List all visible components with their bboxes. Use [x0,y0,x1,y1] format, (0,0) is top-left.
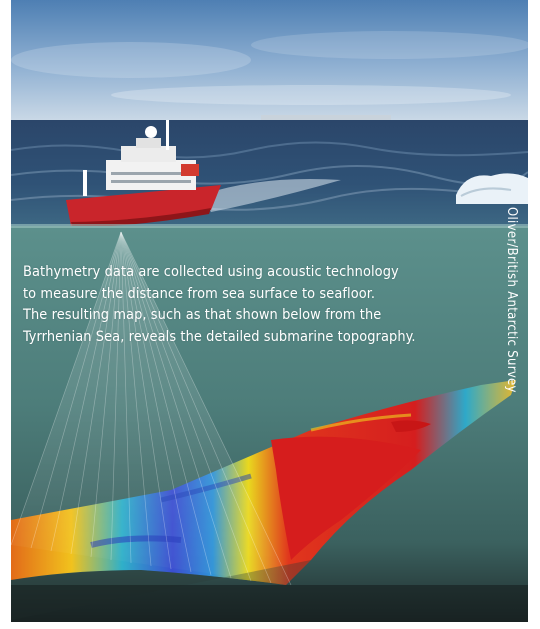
caption-line: to measure the distance from sea surface… [23,285,376,302]
scene-graphic [11,0,528,622]
sky [11,0,528,120]
research-ship [66,120,221,228]
bathymetry-illustration [11,0,528,622]
caption-line: Bathymetry data are collected using acou… [23,264,399,280]
sonar-beams [11,231,292,586]
caption-line: The resulting map, such as that shown be… [23,307,382,323]
caption-line: Tyrrhenian Sea, reveals the detailed sub… [23,328,416,345]
caption-text: Bathymetry data are collected using acou… [23,262,493,348]
distant-iceberg [261,115,391,120]
photo-credit: Oliver/British Antarctic Survey [504,207,519,393]
